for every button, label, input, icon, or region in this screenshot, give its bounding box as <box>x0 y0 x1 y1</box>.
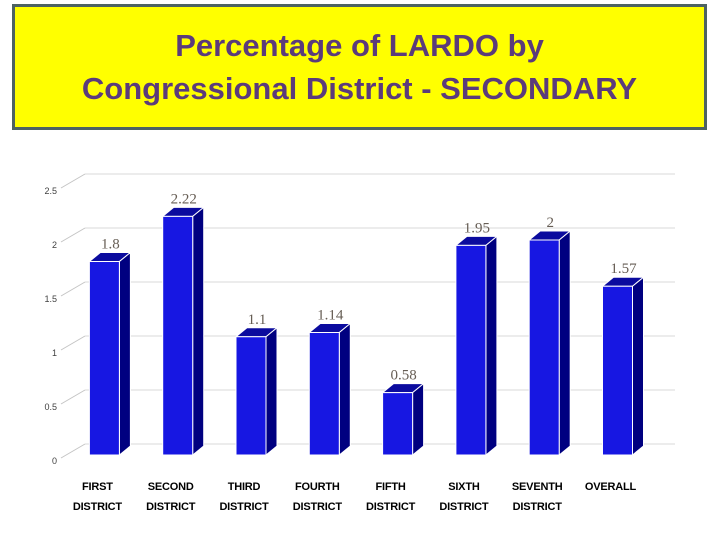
bar-front-face <box>528 239 560 456</box>
y-axis-depth-tick <box>60 227 86 243</box>
bar-front-face <box>162 215 194 456</box>
bar-side-face <box>558 230 571 456</box>
category-label: DISTRICT <box>293 501 343 513</box>
bar-front-face <box>602 285 633 456</box>
slide-title-line2: Congressional District - SECONDARY <box>81 71 638 106</box>
slide-title-line1: Percentage of LARDO by <box>175 28 544 63</box>
y-axis-depth-tick <box>60 443 86 459</box>
bar-side-face <box>265 327 278 456</box>
category-label: DISTRICT <box>366 501 416 513</box>
y-axis-depth-tick <box>60 173 86 189</box>
y-axis-tick-label: 0 <box>52 456 57 466</box>
bar-front-face <box>235 336 267 456</box>
category-label: FIRST <box>82 481 113 493</box>
bar-data-label: 1.57 <box>610 261 637 277</box>
y-axis-depth-tick <box>60 335 86 351</box>
title-box: Percentage of LARDO by Congressional Dis… <box>12 4 707 130</box>
bar-side-face <box>192 206 205 456</box>
category-label: DISTRICT <box>219 501 269 513</box>
bar-front-face <box>382 392 414 456</box>
category-label: SECOND <box>148 481 194 493</box>
category-label: THIRD <box>228 481 261 493</box>
bar-side-face <box>485 235 498 456</box>
bar-data-label: 1.1 <box>248 312 267 328</box>
bar-side-face <box>338 322 351 456</box>
bar-data-label: 1.8 <box>101 237 120 253</box>
bar-side-face <box>118 252 131 456</box>
category-label: DISTRICT <box>146 501 196 513</box>
category-label: FIFTH <box>376 481 406 493</box>
category-label: SEVENTH <box>512 481 563 493</box>
bar-front-face <box>455 244 487 456</box>
category-label: OVERALL <box>585 481 637 493</box>
category-label: DISTRICT <box>513 501 563 513</box>
y-axis-tick-label: 0.5 <box>44 402 57 412</box>
y-axis-tick-label: 1.5 <box>44 294 57 304</box>
bar-front-face <box>308 331 340 456</box>
category-label: DISTRICT <box>73 501 123 513</box>
bar-data-label: 2 <box>546 215 554 231</box>
category-label: SIXTH <box>448 481 480 493</box>
y-axis-depth-tick <box>60 389 86 405</box>
bar-data-label: 1.14 <box>317 307 344 323</box>
y-axis-depth-tick <box>60 281 86 297</box>
bar-data-label: 0.58 <box>390 368 416 384</box>
y-axis-tick-label: 2.5 <box>44 186 57 196</box>
bar-side-face <box>632 276 644 456</box>
bar-data-label: 2.22 <box>171 191 197 207</box>
bar-front-face <box>88 261 120 456</box>
y-axis-tick-label: 2 <box>52 240 57 250</box>
category-label: FOURTH <box>295 481 340 493</box>
category-label: DISTRICT <box>439 501 489 513</box>
bar-data-label: 1.95 <box>464 220 490 236</box>
y-axis-tick-label: 1 <box>52 348 57 358</box>
bar-side-face <box>412 383 425 456</box>
